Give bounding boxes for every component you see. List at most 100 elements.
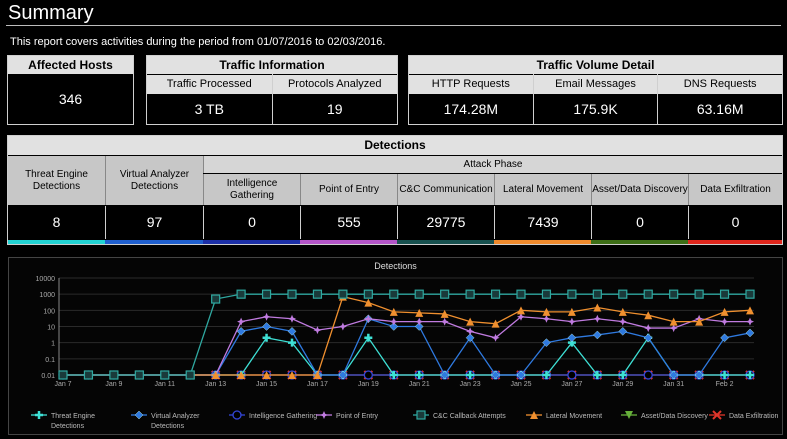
- series-3-point: [415, 317, 424, 326]
- series-4-point: [160, 370, 170, 380]
- series-0-point: [746, 371, 754, 379]
- dns-requests-label: DNS Requests: [658, 74, 783, 94]
- detections-panel: Detections Attack Phase Threat Engine De…: [7, 135, 783, 245]
- series-1-point: [643, 333, 653, 343]
- series-3-point: [389, 317, 398, 326]
- series-3-point: [593, 314, 602, 323]
- x-tick-label: Jan 11: [155, 381, 176, 388]
- series-4-point: [287, 289, 297, 299]
- series-3-point: [746, 317, 754, 326]
- traffic-processed-label: Traffic Processed: [147, 74, 272, 94]
- series-4-point: [440, 289, 450, 299]
- series-5-point: [593, 303, 602, 312]
- series-3-point: [237, 317, 246, 326]
- series-0-point: [466, 371, 475, 379]
- series-5-point: [746, 306, 754, 315]
- legend-marker-6: [625, 411, 633, 419]
- series-4-point: [669, 289, 679, 299]
- series-1-point: [694, 370, 704, 380]
- detection-color-bar-1: [105, 240, 203, 244]
- report-period-text: This report covers activities during the…: [10, 36, 386, 48]
- series-1-point: [593, 330, 602, 340]
- series-3-point: [567, 317, 576, 326]
- dns-requests-value: 63.16M: [696, 101, 744, 117]
- traffic-volume-panel: Traffic Volume Detail HTTP Requests 174.…: [408, 55, 783, 125]
- series-3-point: [364, 314, 373, 323]
- series-4-point: [236, 289, 246, 299]
- legend-label-0-line2: Detections: [51, 423, 85, 430]
- detection-color-bar-4: [397, 240, 494, 244]
- series-5-point: [491, 319, 500, 328]
- http-requests-cell: HTTP Requests 174.28M: [409, 74, 533, 124]
- series-3-point: [313, 326, 322, 335]
- series-4-point: [389, 289, 399, 299]
- series-1-point: [567, 333, 577, 343]
- protocols-analyzed-label: Protocols Analyzed: [272, 74, 397, 94]
- detection-label-4: C&C Communication: [397, 174, 494, 205]
- series-5-point: [364, 298, 373, 307]
- affected-hosts-title: Affected Hosts: [8, 56, 133, 74]
- x-tick-label: Jan 23: [460, 381, 481, 388]
- x-tick-label: Jan 15: [256, 381, 277, 388]
- series-5-point: [695, 317, 704, 326]
- x-tick-label: Jan 17: [307, 381, 328, 388]
- detection-color-bar-2: [203, 240, 300, 244]
- series-3-point: [288, 314, 296, 323]
- series-3-point: [669, 324, 678, 333]
- series-4-point: [567, 289, 577, 299]
- series-1-point: [338, 370, 348, 380]
- series-4-point: [83, 370, 94, 380]
- series-line-0: [63, 336, 750, 376]
- series-1-point: [720, 333, 729, 343]
- series-4-point: [465, 289, 475, 299]
- legend-marker-3: [320, 411, 328, 419]
- detection-label-1: Virtual Analyzer Detections: [105, 156, 203, 205]
- series-0-point: [262, 333, 271, 342]
- traffic-processed-value: 3 TB: [194, 101, 224, 117]
- traffic-information-title: Traffic Information: [147, 56, 397, 74]
- series-1-point: [618, 327, 628, 336]
- detections-title: Detections: [8, 136, 782, 155]
- series-5-point: [211, 371, 220, 379]
- series-4-point: [58, 370, 68, 380]
- series-4-point: [363, 289, 373, 299]
- detection-color-bar-3: [300, 240, 397, 244]
- series-2-point: [363, 370, 373, 380]
- detections-chart: Detections 0.01 0.1 1 10 100 1000 10000 Jan 7 Jan…: [8, 257, 783, 435]
- series-1-point: [440, 370, 449, 380]
- series-5-point: [237, 371, 246, 379]
- email-messages-value: 175.9K: [573, 101, 618, 117]
- series-4-point: [134, 370, 144, 380]
- email-messages-cell: Email Messages 175.9K: [532, 74, 658, 124]
- series-0-point: [720, 371, 729, 379]
- series-0-point: [618, 371, 627, 379]
- attack-phase-header: Attack Phase: [203, 156, 782, 173]
- series-4-point: [643, 289, 653, 299]
- series-line-4: [63, 293, 750, 376]
- title-divider: [6, 25, 781, 26]
- detection-label-2: Intelligence Gathering: [203, 174, 300, 205]
- page-title: Summary: [8, 2, 94, 24]
- series-3-point: [262, 312, 271, 321]
- traffic-processed-cell: Traffic Processed 3 TB: [147, 74, 272, 124]
- legend-label-4: C&C Callback Attempts: [433, 413, 506, 420]
- x-tick-label: Jan 7: [54, 381, 71, 388]
- protocols-analyzed-cell: Protocols Analyzed 19: [271, 74, 397, 124]
- series-2-point: [643, 370, 653, 380]
- legend-label-1-line2: Detections: [151, 423, 185, 430]
- detection-value-5: 7439: [494, 206, 591, 239]
- series-5-point: [415, 308, 424, 317]
- series-2-point: [567, 370, 577, 380]
- y-tick-label: 0.1: [45, 357, 55, 364]
- detection-value-2: 0: [203, 206, 300, 239]
- detection-label-7: Data Exfiltration: [688, 174, 782, 205]
- series-0-point: [288, 338, 296, 347]
- series-5-point: [720, 307, 729, 316]
- y-tick-label: 1: [51, 341, 55, 348]
- x-tick-label: Jan 25: [510, 381, 531, 388]
- x-tick-label: Jan 31: [663, 381, 684, 388]
- series-0-point: [364, 333, 373, 342]
- series-4-point: [312, 289, 323, 299]
- legend-marker-5: [530, 411, 538, 419]
- detection-value-7: 0: [688, 206, 782, 239]
